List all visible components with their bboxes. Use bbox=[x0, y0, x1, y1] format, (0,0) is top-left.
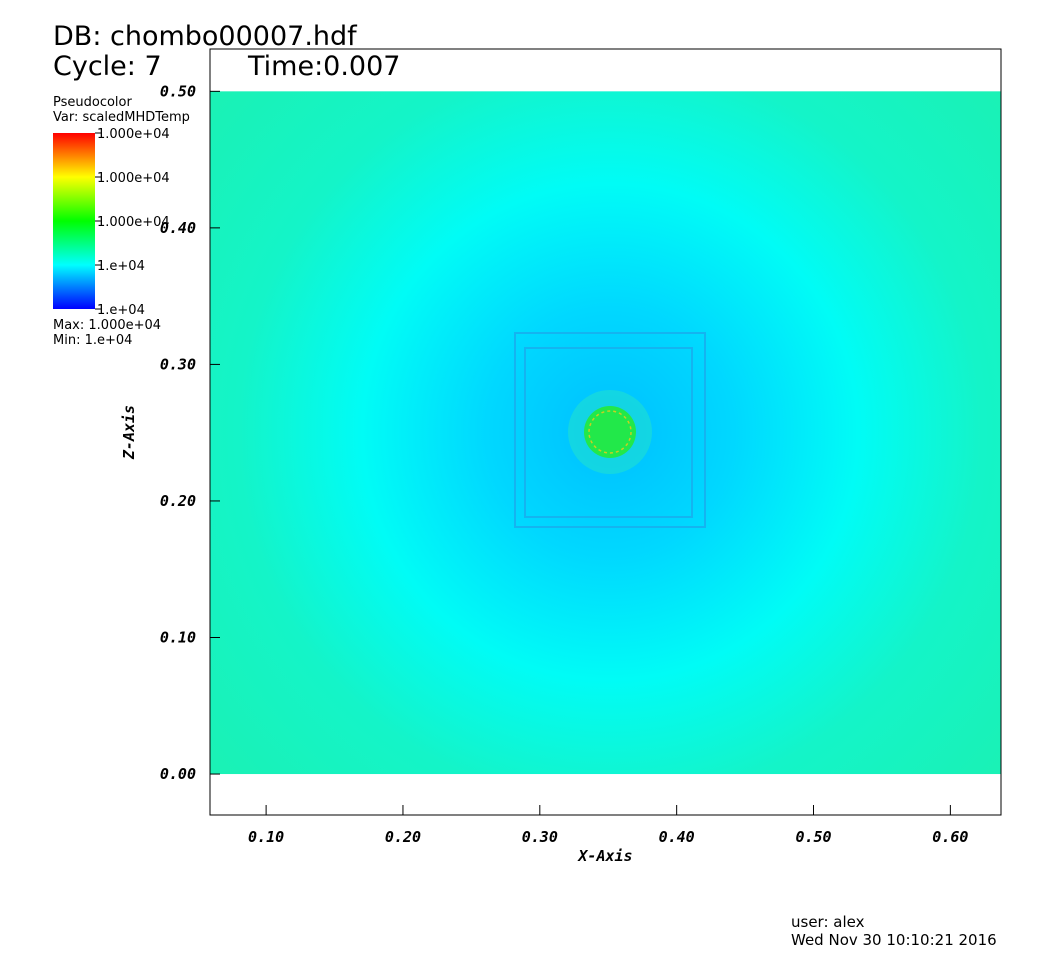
y-axis-label: Z-Axis bbox=[120, 405, 138, 460]
colorbar-label: 1.000e+04 bbox=[97, 215, 170, 230]
colorbar-label: 1.e+04 bbox=[97, 303, 145, 318]
core bbox=[584, 406, 636, 458]
colorbar-label: 1.e+04 bbox=[97, 259, 145, 274]
y-tick-label: 0.50 bbox=[160, 82, 196, 100]
colorbar bbox=[53, 133, 95, 309]
x-tick-label: 0.30 bbox=[522, 828, 558, 846]
x-tick-label: 0.50 bbox=[795, 828, 831, 846]
y-tick-label: 0.10 bbox=[160, 628, 196, 646]
colorbar-label: 1.000e+04 bbox=[97, 127, 170, 142]
x-tick-label: 0.10 bbox=[248, 828, 284, 846]
core-ring bbox=[588, 410, 632, 454]
plot-frame bbox=[209, 48, 1002, 816]
db-title: DB: chombo00007.hdf bbox=[53, 21, 358, 52]
x-axis-label: X-Axis bbox=[576, 847, 632, 865]
max-label: Max: 1.000e+04 bbox=[53, 318, 161, 333]
y-tick-label: 0.00 bbox=[160, 765, 196, 783]
x-tick-label: 0.60 bbox=[932, 828, 968, 846]
inner-box bbox=[524, 347, 693, 518]
outer-box bbox=[514, 332, 706, 528]
variable: Var: scaledMHDTemp bbox=[53, 110, 190, 125]
user: user: alex bbox=[791, 913, 865, 931]
time: Time:0.007 bbox=[247, 51, 400, 82]
colorbar-label: 1.000e+04 bbox=[97, 171, 170, 186]
y-tick-label: 0.20 bbox=[160, 492, 196, 510]
y-tick-label: 0.40 bbox=[160, 219, 196, 237]
date: Wed Nov 30 10:10:21 2016 bbox=[791, 931, 997, 949]
y-tick-label: 0.30 bbox=[160, 355, 196, 373]
plot-name: Pseudocolor bbox=[53, 95, 132, 110]
x-tick-label: 0.40 bbox=[659, 828, 695, 846]
x-tick-label: 0.20 bbox=[385, 828, 421, 846]
min-label: Min: 1.e+04 bbox=[53, 333, 132, 348]
cycle: Cycle: 7 bbox=[53, 51, 162, 82]
